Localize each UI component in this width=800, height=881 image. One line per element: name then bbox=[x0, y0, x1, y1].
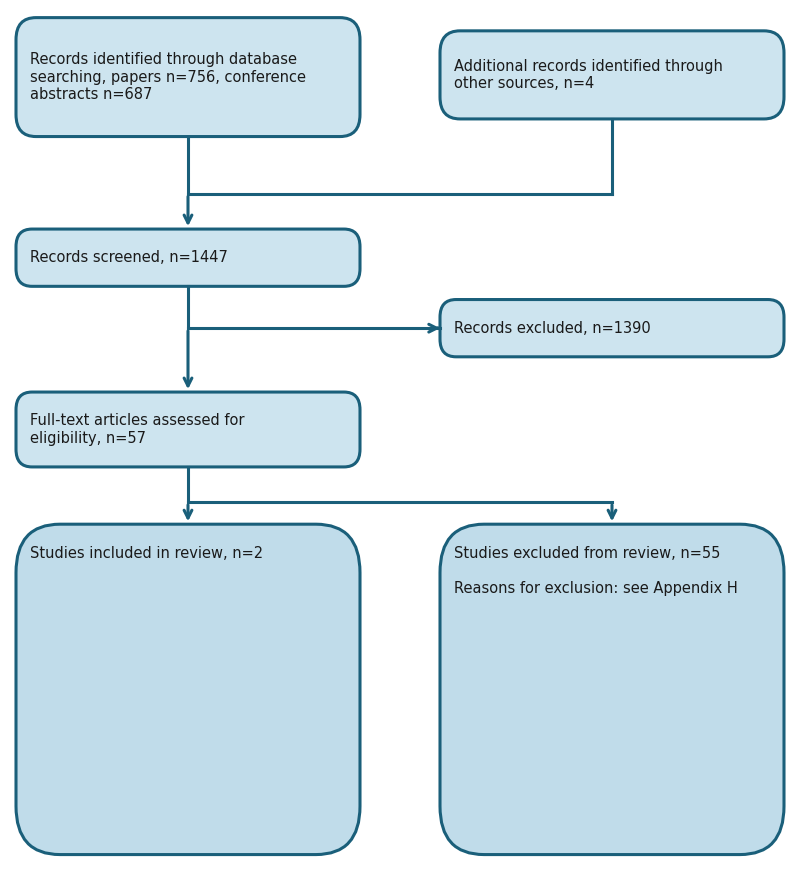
Text: Studies included in review, n=2: Studies included in review, n=2 bbox=[30, 546, 263, 561]
FancyBboxPatch shape bbox=[440, 524, 784, 855]
Text: Records excluded, n=1390: Records excluded, n=1390 bbox=[454, 321, 651, 336]
FancyBboxPatch shape bbox=[440, 31, 784, 119]
Text: Full-text articles assessed for
eligibility, n=57: Full-text articles assessed for eligibil… bbox=[30, 413, 245, 446]
Text: Records screened, n=1447: Records screened, n=1447 bbox=[30, 250, 228, 265]
FancyBboxPatch shape bbox=[16, 229, 360, 286]
Text: Records identified through database
searching, papers n=756, conference
abstract: Records identified through database sear… bbox=[30, 52, 306, 102]
Text: Additional records identified through
other sources, n=4: Additional records identified through ot… bbox=[454, 59, 723, 91]
Text: Studies excluded from review, n=55

Reasons for exclusion: see Appendix H: Studies excluded from review, n=55 Reaso… bbox=[454, 546, 738, 596]
FancyBboxPatch shape bbox=[440, 300, 784, 357]
FancyBboxPatch shape bbox=[16, 392, 360, 467]
FancyBboxPatch shape bbox=[16, 18, 360, 137]
FancyBboxPatch shape bbox=[16, 524, 360, 855]
